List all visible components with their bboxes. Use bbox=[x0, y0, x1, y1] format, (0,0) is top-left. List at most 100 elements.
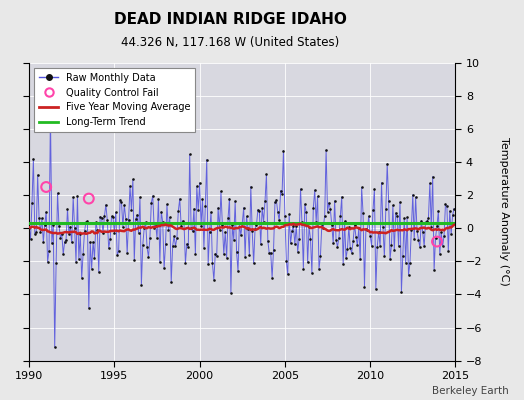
Point bbox=[110, 229, 118, 236]
Point bbox=[282, 258, 290, 264]
Point bbox=[405, 272, 413, 278]
Point bbox=[268, 274, 276, 281]
Point bbox=[79, 250, 88, 257]
Point bbox=[63, 206, 72, 212]
Point bbox=[292, 222, 300, 229]
Point bbox=[357, 184, 366, 190]
Point bbox=[55, 222, 63, 229]
Point bbox=[106, 236, 114, 242]
Point bbox=[127, 207, 136, 213]
Point bbox=[151, 221, 160, 227]
Point bbox=[223, 254, 231, 261]
Point bbox=[74, 255, 83, 262]
Point bbox=[281, 212, 289, 219]
Point bbox=[298, 219, 306, 226]
Point bbox=[190, 206, 198, 212]
Point bbox=[184, 244, 192, 250]
Point bbox=[221, 229, 230, 235]
Point bbox=[352, 234, 360, 240]
Point bbox=[380, 253, 389, 260]
Point bbox=[417, 218, 425, 224]
Point bbox=[369, 206, 377, 213]
Point bbox=[185, 151, 194, 158]
Point bbox=[375, 228, 383, 235]
Point bbox=[313, 193, 322, 200]
Point bbox=[441, 201, 450, 208]
Point bbox=[275, 217, 283, 224]
Point bbox=[342, 255, 350, 261]
Point bbox=[265, 250, 274, 256]
Point bbox=[403, 214, 411, 221]
Point bbox=[339, 261, 347, 268]
Point bbox=[252, 222, 260, 228]
Point bbox=[177, 223, 185, 229]
Point bbox=[447, 231, 455, 237]
Point bbox=[393, 213, 401, 219]
Point bbox=[50, 344, 59, 350]
Point bbox=[425, 180, 434, 186]
Point bbox=[365, 213, 373, 220]
Point bbox=[370, 186, 379, 192]
Point bbox=[283, 271, 292, 278]
Point bbox=[129, 176, 137, 183]
Point bbox=[237, 232, 245, 239]
Point bbox=[191, 251, 200, 257]
Point bbox=[440, 232, 448, 239]
Point bbox=[429, 173, 437, 180]
Point bbox=[255, 208, 264, 214]
Point bbox=[188, 228, 196, 234]
Point bbox=[343, 246, 352, 252]
Point bbox=[414, 237, 423, 243]
Point bbox=[89, 239, 97, 245]
Point bbox=[272, 197, 280, 203]
Point bbox=[411, 194, 420, 200]
Point bbox=[376, 243, 384, 249]
Point bbox=[69, 194, 78, 200]
Point bbox=[319, 225, 328, 231]
Point bbox=[395, 243, 403, 249]
Point bbox=[379, 224, 387, 230]
Point bbox=[201, 203, 210, 210]
Point bbox=[62, 236, 70, 243]
Point bbox=[381, 206, 390, 212]
Point bbox=[262, 171, 270, 178]
Point bbox=[372, 286, 380, 292]
Point bbox=[39, 239, 48, 245]
Point bbox=[450, 206, 458, 212]
Point bbox=[431, 235, 440, 241]
Point bbox=[309, 204, 318, 211]
Point bbox=[318, 221, 326, 228]
Point bbox=[218, 222, 226, 228]
Point bbox=[46, 109, 54, 116]
Point bbox=[92, 219, 100, 226]
Point bbox=[178, 218, 187, 224]
Point bbox=[247, 183, 255, 190]
Point bbox=[321, 212, 329, 219]
Point bbox=[113, 252, 122, 258]
Point bbox=[295, 236, 303, 242]
Point bbox=[235, 220, 244, 226]
Point bbox=[70, 224, 79, 231]
Point bbox=[259, 218, 268, 225]
Point bbox=[399, 253, 407, 260]
Point bbox=[104, 245, 113, 251]
Point bbox=[361, 283, 369, 290]
Point bbox=[278, 190, 286, 197]
Point bbox=[153, 235, 161, 241]
Point bbox=[386, 256, 394, 262]
Point bbox=[134, 230, 143, 236]
Point bbox=[40, 221, 49, 228]
Point bbox=[329, 240, 337, 246]
Point bbox=[49, 222, 58, 228]
Point bbox=[28, 200, 36, 207]
Point bbox=[288, 228, 296, 234]
Point bbox=[154, 196, 162, 202]
Point bbox=[346, 245, 354, 252]
Point bbox=[198, 196, 206, 202]
Point bbox=[132, 216, 140, 223]
Point bbox=[377, 179, 386, 186]
Point bbox=[285, 211, 293, 218]
Point bbox=[140, 225, 148, 231]
Point bbox=[157, 208, 166, 215]
Y-axis label: Temperature Anomaly (°C): Temperature Anomaly (°C) bbox=[499, 138, 509, 286]
